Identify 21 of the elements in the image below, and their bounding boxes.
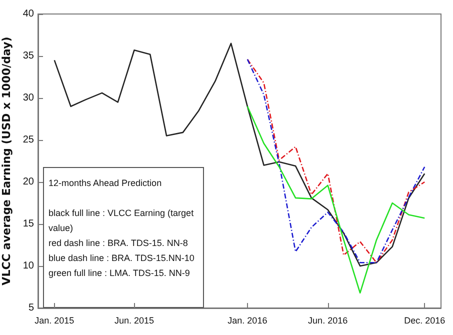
line-series	[246, 58, 426, 264]
annotation: blue dash line : BRA. TDS-15.NN-10	[48, 253, 194, 263]
y-tick-label: 10	[22, 260, 34, 272]
y-tick-label: 35	[22, 50, 34, 62]
annotation: 12-months Ahead Prediction	[48, 178, 162, 188]
y-tick-label: 30	[22, 92, 34, 104]
line-series	[246, 106, 426, 294]
x-tick-label: Dec. 2016	[404, 316, 446, 326]
annotation: red dash line : BRA. TDS-15. NN-8	[48, 238, 188, 248]
y-tick-label: 5	[28, 302, 34, 314]
y-tick-label: 40	[22, 8, 34, 20]
annotation: green full line : LMA. TDS-15. NN-9	[48, 268, 190, 278]
y-tick-label: 25	[22, 134, 34, 146]
x-tick-label: Jun. 2016	[308, 316, 348, 326]
y-tick-label: 15	[22, 218, 34, 230]
y-axis-title: VLCC average Earning (USD x 1000/day)	[0, 36, 13, 286]
x-tick-label: Jan. 2016	[228, 316, 268, 326]
x-tick-label: Jan. 2015	[34, 316, 74, 326]
x-tick-label: Jun. 2015	[114, 316, 154, 326]
y-tick-label: 20	[22, 176, 34, 188]
annotation: black full line : VLCC Earning (target value)	[48, 208, 196, 233]
